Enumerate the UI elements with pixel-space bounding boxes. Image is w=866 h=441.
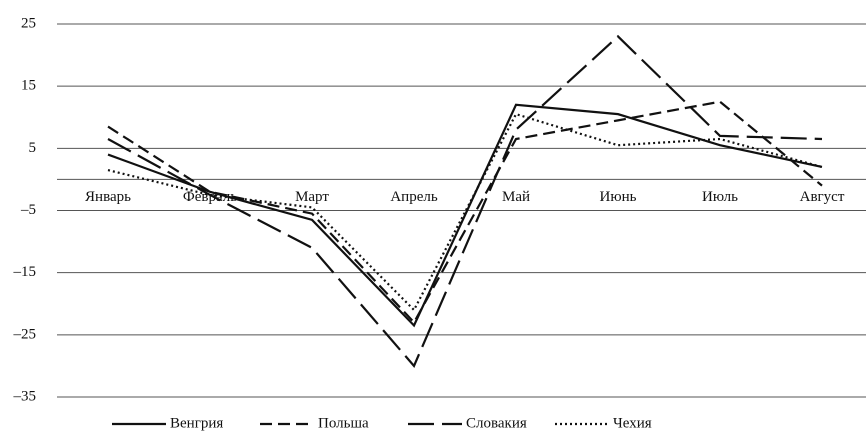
y-tick-label: –35 <box>13 388 37 404</box>
x-tick-label: Июнь <box>600 189 637 205</box>
y-tick-label: –25 <box>13 326 37 342</box>
legend-label: Польша <box>318 415 369 431</box>
x-tick-label: Май <box>502 189 530 205</box>
x-tick-label: Апрель <box>390 189 438 205</box>
series-line <box>107 103 823 328</box>
x-tick-label: Январь <box>85 189 131 205</box>
x-tick-label: Февраль <box>183 189 237 205</box>
y-tick-label: –15 <box>13 264 37 280</box>
x-tick-label: Август <box>800 189 845 205</box>
x-tick-label: Март <box>295 189 329 205</box>
y-tick-label: 25 <box>21 15 36 31</box>
legend-label: Чехия <box>613 415 652 431</box>
legend-label: Венгрия <box>170 415 223 431</box>
x-tick-label: Июль <box>702 189 738 205</box>
series-line <box>107 100 823 325</box>
y-tick-label: –5 <box>20 202 36 218</box>
legend-label: Словакия <box>466 415 527 431</box>
series-line <box>107 34 823 368</box>
y-tick-label: 5 <box>29 140 37 156</box>
y-tick-label: 15 <box>21 78 36 94</box>
